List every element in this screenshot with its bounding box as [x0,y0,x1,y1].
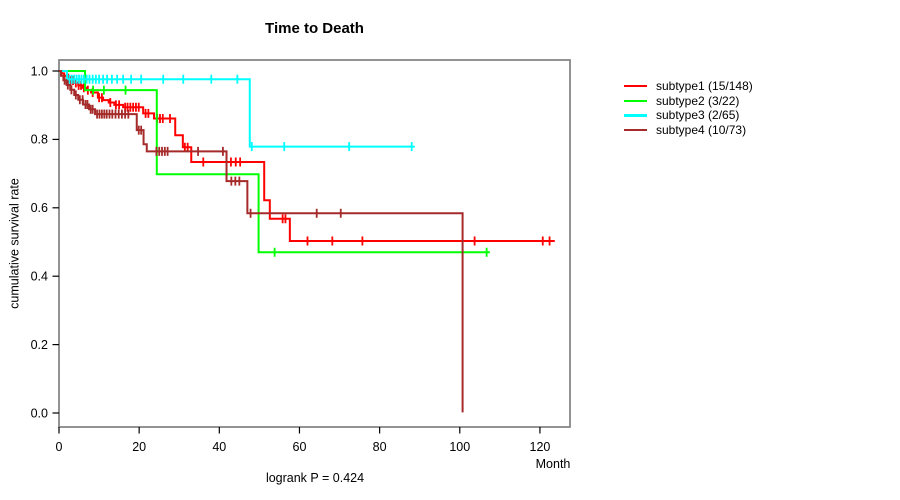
y-axis-tick-label: 0.2 [31,338,48,352]
x-axis-tick-label: 0 [56,440,63,454]
logrank-p-value: logrank P = 0.424 [265,471,365,485]
y-axis-tick-label: 0.0 [31,406,48,420]
x-axis-unit-label: Month [535,457,571,471]
x-axis-tick-label: 40 [212,440,226,454]
legend-row-subtype3: subtype3 (2/65) [624,108,753,123]
survival-curve-subtype2 [59,70,490,254]
legend-label-subtype4: subtype4 (10/73) [656,122,747,137]
legend-line-swatch-subtype1 [624,85,647,88]
y-axis-label: cumulative survival rate [7,178,22,309]
survival-curve-subtype4 [59,70,464,413]
y-axis-tick-label: 0.8 [31,133,48,147]
x-axis-tick-label: 60 [293,440,307,454]
legend-label-subtype2: subtype2 (3/22) [656,93,740,108]
legend-row-subtype4: subtype4 (10/73) [624,123,753,138]
survival-curve-subtype3 [59,70,415,148]
x-axis-tick-label: 20 [132,440,146,454]
legend-row-subtype2: subtype2 (3/22) [624,94,753,109]
y-axis-tick-label: 1.0 [31,64,48,78]
x-axis-tick-label: 100 [449,440,470,454]
legend-line-swatch-subtype4 [624,128,647,132]
legend-line-swatch-subtype3 [624,114,647,117]
legend-line-swatch-subtype2 [624,99,647,103]
chart-title: Time to Death [265,20,364,37]
y-axis-tick-label: 0.6 [31,201,48,215]
survival-curve-subtype1 [59,70,555,242]
legend-row-subtype1: subtype1 (15/148) [624,79,753,94]
legend-label-subtype3: subtype3 (2/65) [656,108,740,123]
y-axis-tick-label: 0.4 [31,270,48,284]
plot-box [58,59,571,428]
legend-label-subtype1: subtype1 (15/148) [656,79,753,93]
x-axis-tick-label: 120 [530,440,551,454]
x-axis-tick-label: 80 [373,440,387,454]
legend: subtype1 (15/148) subtype2 (3/22) subtype3… [624,79,753,137]
